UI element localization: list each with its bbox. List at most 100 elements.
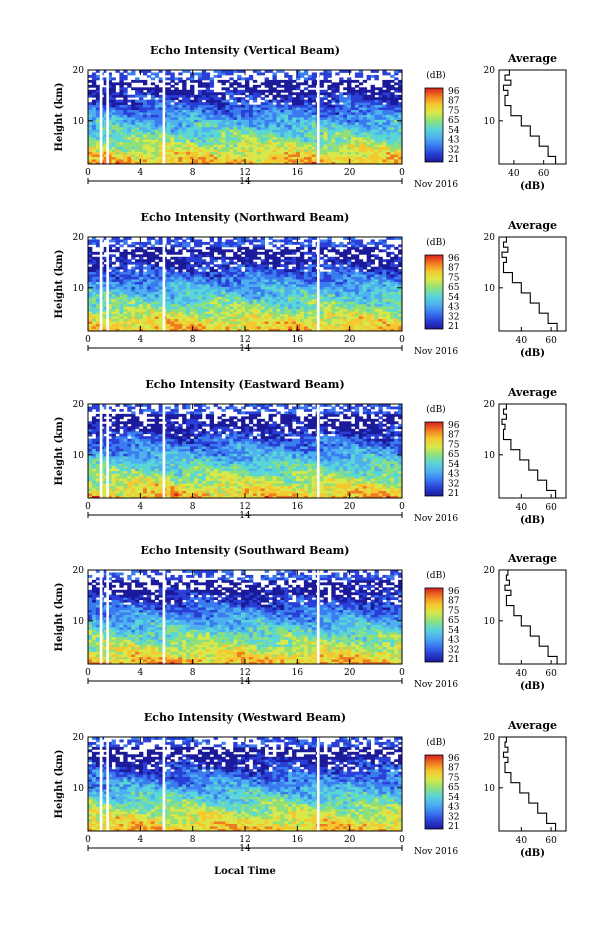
heatmap-cell <box>237 89 242 93</box>
heatmap-cell <box>280 70 285 73</box>
heatmap-cell <box>131 298 136 302</box>
heatmap-cell <box>245 269 250 273</box>
heatmap-cell <box>103 328 109 332</box>
heatmap-cell <box>150 82 156 86</box>
heatmap-cell <box>362 102 368 106</box>
heatmap-cell <box>382 92 387 96</box>
heatmap-cell <box>170 321 175 324</box>
heatmap-cell <box>272 114 277 118</box>
heatmap-cell <box>131 323 136 327</box>
heatmap-cell <box>123 134 128 138</box>
heatmap-cell <box>292 266 297 270</box>
heatmap-cell <box>91 94 97 98</box>
heatmap-cell <box>186 99 191 103</box>
heatmap-cell <box>299 326 305 329</box>
heatmap-cell <box>131 149 136 153</box>
heatmap-cell <box>248 151 254 155</box>
heatmap-cell <box>95 154 101 157</box>
heatmap-cell <box>95 141 101 145</box>
heatmap-cell <box>135 126 140 130</box>
heatmap-cell <box>248 293 254 297</box>
heatmap-cell <box>197 136 203 140</box>
heatmap-cell <box>248 328 254 332</box>
heatmap-cell <box>347 97 352 101</box>
heatmap-cell <box>354 119 360 123</box>
heatmap-cell <box>193 321 199 324</box>
heatmap-cell <box>390 146 395 150</box>
heatmap-cell <box>350 92 356 96</box>
heatmap-cell <box>221 136 226 140</box>
heatmap-cell <box>335 326 340 329</box>
heatmap-cell <box>331 298 336 302</box>
heatmap-cell <box>272 161 277 165</box>
heatmap-cell <box>209 306 215 310</box>
heatmap-cell <box>170 136 175 140</box>
heatmap-cell <box>154 141 160 145</box>
heatmap-cell <box>127 276 132 280</box>
heatmap-cell <box>264 291 269 295</box>
heatmap-cell <box>311 291 317 295</box>
heatmap-cell <box>260 274 266 277</box>
heatmap-cell <box>394 301 399 305</box>
heatmap-cell <box>131 136 136 140</box>
heatmap-cell <box>398 276 403 280</box>
heatmap-cell <box>311 301 317 305</box>
heatmap-cell <box>288 281 293 285</box>
heatmap-cell <box>131 159 136 162</box>
heatmap-cell <box>182 274 187 277</box>
heatmap-cell <box>166 151 171 155</box>
heatmap-cell <box>233 144 238 148</box>
heatmap-cell <box>264 139 269 143</box>
heatmap-cell <box>245 121 250 125</box>
heatmap-cell <box>174 134 179 138</box>
heatmap-cell <box>358 102 364 106</box>
heatmap-cell <box>343 146 348 150</box>
heatmap-cell <box>205 151 211 155</box>
heatmap-cell <box>382 328 387 332</box>
heatmap-cell <box>174 303 179 307</box>
heatmap-cell <box>378 131 383 135</box>
heatmap-cell <box>178 259 183 263</box>
heatmap-cell <box>150 119 156 123</box>
heatmap-cell <box>394 119 399 123</box>
heatmap-cell <box>350 308 356 312</box>
heatmap-cell <box>209 82 215 86</box>
heatmap-cell <box>182 87 187 91</box>
heatmap-cell <box>91 146 97 150</box>
heatmap-cell <box>307 92 313 96</box>
heatmap-cell <box>119 271 124 275</box>
heatmap-cell <box>370 121 375 125</box>
heatmap-cell <box>193 276 199 280</box>
heatmap-cell <box>119 109 124 113</box>
heatmap-cell <box>107 136 112 140</box>
heatmap-cell <box>248 136 254 140</box>
heatmap-cell <box>264 82 269 86</box>
heatmap-cell <box>390 117 395 120</box>
heatmap-cell <box>135 271 140 275</box>
heatmap-cell <box>362 321 368 324</box>
heatmap-cell <box>374 281 379 285</box>
x-tick-label: 0 <box>399 168 405 178</box>
heatmap-cell <box>233 269 238 273</box>
heatmap-cell <box>197 154 203 157</box>
heatmap-cell <box>280 146 285 150</box>
heatmap-cell <box>311 284 317 287</box>
heatmap-cell <box>115 321 120 324</box>
heatmap-cell <box>115 121 120 125</box>
data-gap <box>162 70 166 164</box>
heatmap-cell <box>378 311 383 315</box>
heatmap-cell <box>382 82 387 86</box>
heatmap-cell <box>119 276 124 280</box>
heatmap-cell <box>390 139 395 143</box>
heatmap-cell <box>221 321 226 324</box>
heatmap-cell <box>292 149 297 153</box>
heatmap-cell <box>170 298 175 302</box>
heatmap-cell <box>103 323 109 327</box>
heatmap-cell <box>390 149 395 153</box>
heatmap-cell <box>319 328 324 332</box>
heatmap-cell <box>131 293 136 297</box>
heatmap-cell <box>252 276 258 280</box>
heatmap-cell <box>370 303 375 307</box>
heatmap-cell <box>299 146 305 150</box>
heatmap-cell <box>299 119 305 123</box>
